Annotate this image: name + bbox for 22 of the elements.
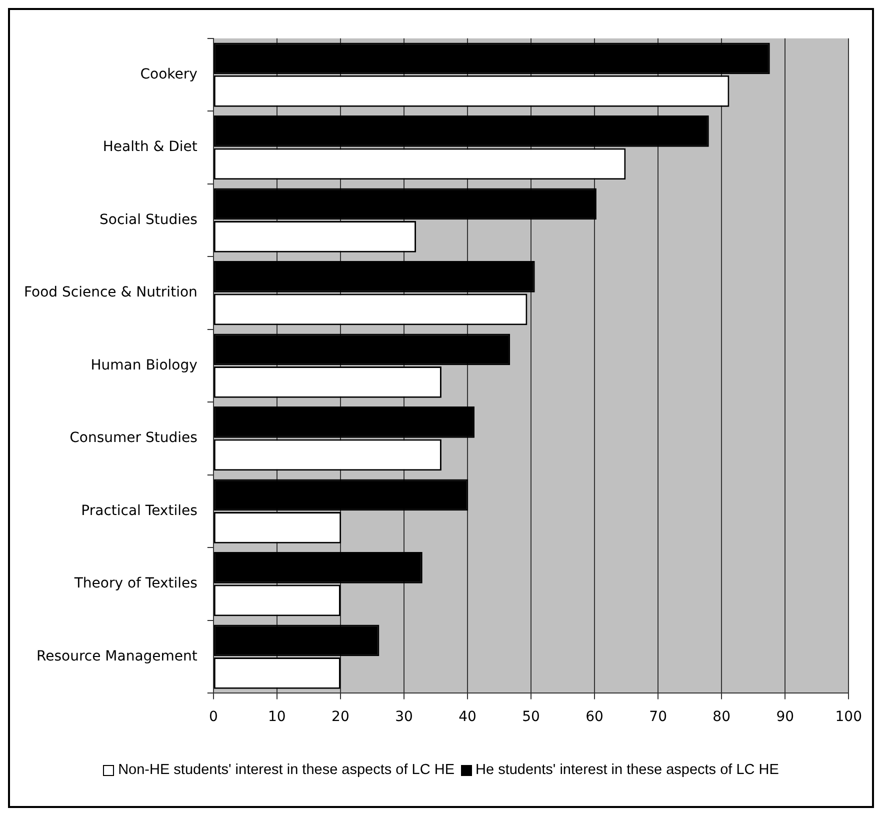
y-tick-label: Theory of Textiles xyxy=(73,576,198,592)
x-tick-label: 50 xyxy=(522,709,540,726)
x-tick-label: 0 xyxy=(208,709,218,726)
x-tick-label: 70 xyxy=(649,709,667,726)
x-tick-label: 20 xyxy=(332,709,350,726)
y-tick-label: Food Science & Nutrition xyxy=(24,284,198,301)
y-tick-label: Resource Management xyxy=(36,648,198,664)
x-tick-label: 40 xyxy=(458,709,476,726)
y-tick-label: Human Biology xyxy=(90,357,198,374)
y-tick-label: Consumer Studies xyxy=(70,430,198,446)
x-tick-label: 80 xyxy=(712,709,731,726)
x-tick-label: 90 xyxy=(776,709,794,726)
legend-label: Non-HE students' interest in these aspects of LC HE xyxy=(118,762,455,778)
x-tick-label: 10 xyxy=(268,709,286,726)
legend-label: He students' interest in these aspects of LC HE xyxy=(476,762,779,778)
x-tick-label: 60 xyxy=(586,709,604,726)
x-tick-label: 100 xyxy=(835,709,862,726)
y-tick-label: Cookery xyxy=(140,66,198,82)
y-tick-label: Health & Diet xyxy=(102,139,198,156)
x-tick-label: 30 xyxy=(395,709,413,726)
y-tick-label: Practical Textiles xyxy=(81,502,198,519)
y-tick-label: Social Studies xyxy=(100,212,198,228)
